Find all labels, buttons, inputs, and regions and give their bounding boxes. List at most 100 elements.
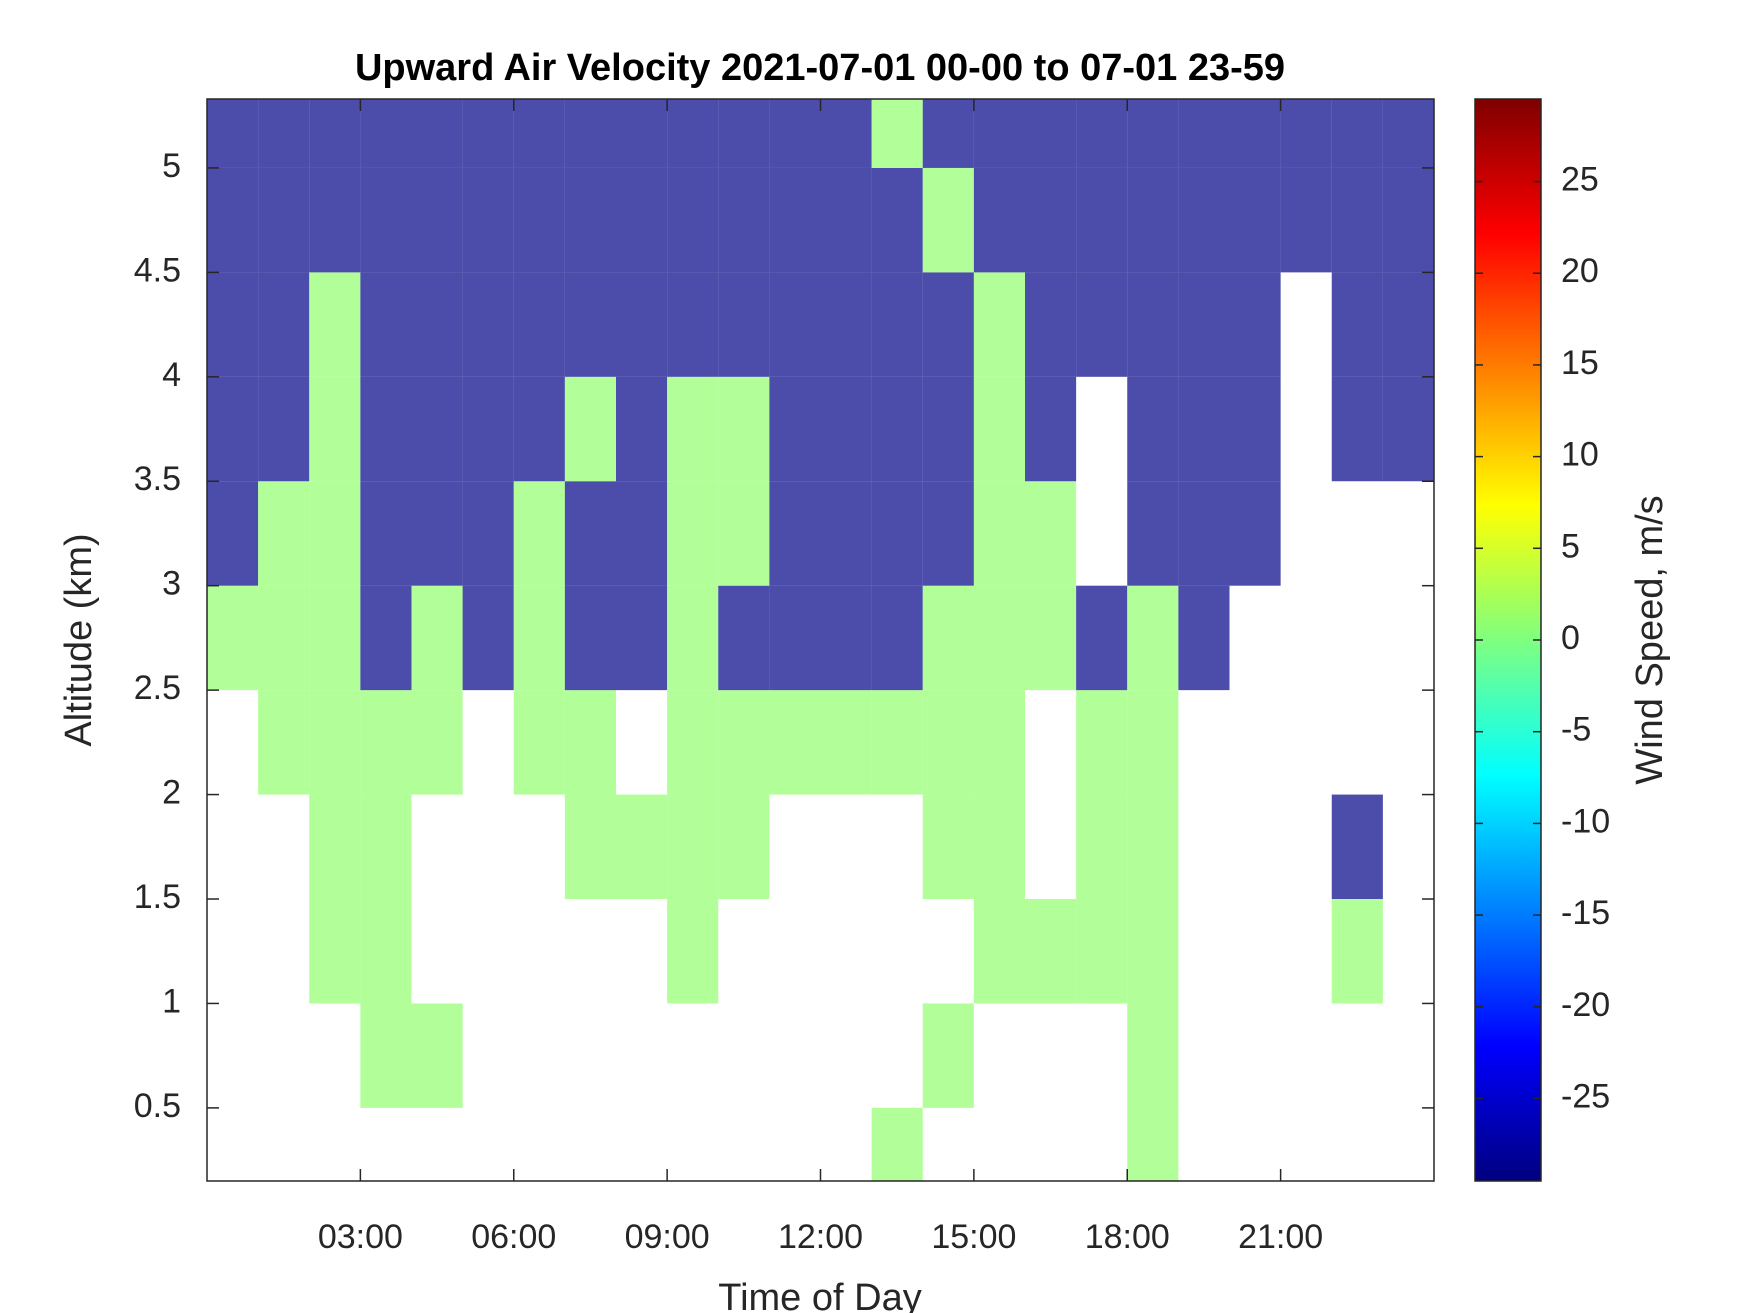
heatmap-cell — [820, 167, 872, 273]
heatmap-cell — [1331, 899, 1383, 1004]
heatmap-cell — [1127, 272, 1179, 377]
heatmap-cell — [667, 99, 719, 168]
heatmap-cell — [309, 481, 361, 586]
heatmap-cell — [922, 167, 974, 273]
heatmap-cell — [718, 272, 770, 377]
heatmap-cell — [360, 481, 412, 586]
heatmap-cell — [207, 272, 259, 377]
heatmap-cell — [769, 481, 821, 586]
heatmap-cell — [820, 376, 872, 482]
heatmap-cell — [1025, 899, 1077, 1004]
heatmap-cell — [922, 272, 974, 377]
heatmap-cell — [360, 899, 412, 1004]
heatmap-cell — [871, 1107, 923, 1181]
heatmap-cell — [258, 481, 310, 586]
heatmap-cell — [564, 481, 616, 586]
colorbar-tick-label: 0 — [1561, 619, 1580, 657]
heatmap-cell — [718, 99, 770, 168]
heatmap-cell — [462, 167, 514, 273]
heatmap-cell — [769, 167, 821, 273]
heatmap-cell — [616, 99, 668, 168]
y-tick-label: 4.5 — [134, 251, 181, 289]
heatmap-cell — [1127, 585, 1179, 691]
heatmap-cell — [411, 376, 463, 482]
heatmap-cell — [207, 167, 259, 273]
heatmap-cell — [1127, 1003, 1179, 1108]
heatmap-cell — [564, 167, 616, 273]
heatmap-cell — [258, 99, 310, 168]
heatmap-cell — [258, 690, 310, 795]
heatmap-cell — [769, 99, 821, 168]
heatmap-cell — [258, 376, 310, 482]
heatmap-cell — [667, 794, 719, 900]
heatmap-cell — [207, 99, 259, 168]
heatmap-cell — [564, 272, 616, 377]
y-tick-label: 3.5 — [134, 460, 181, 498]
x-tick-label: 03:00 — [318, 1218, 403, 1256]
heatmap-cell — [973, 899, 1025, 1004]
heatmap-cell — [1229, 481, 1281, 586]
chart-title: Upward Air Velocity 2021-07-01 00-00 to … — [355, 47, 1285, 89]
heatmap-cell — [922, 585, 974, 691]
heatmap-cell — [1127, 1107, 1179, 1181]
heatmap-cell — [360, 794, 412, 900]
heatmap-cell — [667, 585, 719, 691]
heatmap-cell — [1127, 690, 1179, 795]
heatmap-cell — [1382, 99, 1434, 168]
heatmap-cell — [1076, 690, 1128, 795]
heatmap-cell — [1076, 585, 1128, 691]
heatmap-cell — [1025, 481, 1077, 586]
heatmap-cell — [1178, 272, 1230, 377]
heatmap-cell — [1229, 272, 1281, 377]
y-axis-label: Altitude (km) — [58, 533, 100, 746]
heatmap-cell — [360, 1003, 412, 1108]
heatmap-cell — [1382, 272, 1434, 377]
colorbar-tick-label: 5 — [1561, 527, 1580, 565]
heatmap-cell — [820, 585, 872, 691]
heatmap-cell — [667, 481, 719, 586]
heatmap-cell — [1229, 99, 1281, 168]
colorbar-tick-label: 20 — [1561, 252, 1599, 290]
heatmap-cell — [564, 585, 616, 691]
heatmap-cell — [718, 481, 770, 586]
heatmap-cell — [564, 99, 616, 168]
heatmap-cell — [258, 167, 310, 273]
heatmap-cell — [513, 481, 565, 586]
heatmap-cell — [1127, 376, 1179, 482]
heatmap-cell — [922, 99, 974, 168]
heatmap-cell — [1127, 794, 1179, 900]
heatmap-cell — [1076, 794, 1128, 900]
colorbar — [1474, 98, 1542, 1182]
heatmap-cell — [309, 376, 361, 482]
heatmap-cell — [973, 585, 1025, 691]
heatmap-cell — [1178, 585, 1230, 691]
heatmap-cell — [973, 481, 1025, 586]
heatmap-cell — [973, 794, 1025, 900]
heatmap-cell — [1178, 481, 1230, 586]
heatmap-cell — [1178, 376, 1230, 482]
heatmap-cell — [871, 585, 923, 691]
y-tick-label: 5 — [162, 147, 181, 185]
heatmap-cell — [309, 272, 361, 377]
heatmap-cell — [718, 167, 770, 273]
heatmap-cell — [462, 99, 514, 168]
heatmap-cell — [718, 690, 770, 795]
colorbar-tick-label: -10 — [1561, 802, 1610, 840]
heatmap-cell — [667, 690, 719, 795]
heatmap-cell — [820, 99, 872, 168]
heatmap-cell — [360, 690, 412, 795]
heatmap-cell — [462, 272, 514, 377]
heatmap-cell — [513, 272, 565, 377]
heatmap-cell — [973, 690, 1025, 795]
heatmap-cell — [1076, 899, 1128, 1004]
heatmap-cell — [411, 167, 463, 273]
heatmap-cell — [1076, 99, 1128, 168]
x-tick-label: 12:00 — [778, 1218, 863, 1256]
heatmap-cell — [411, 99, 463, 168]
heatmap-cell — [1280, 99, 1332, 168]
y-tick-label: 1 — [162, 982, 181, 1020]
heatmap-cell — [871, 99, 923, 168]
colorbar-tick-label: 15 — [1561, 344, 1599, 382]
heatmap-cell — [258, 585, 310, 691]
heatmap-cell — [769, 585, 821, 691]
